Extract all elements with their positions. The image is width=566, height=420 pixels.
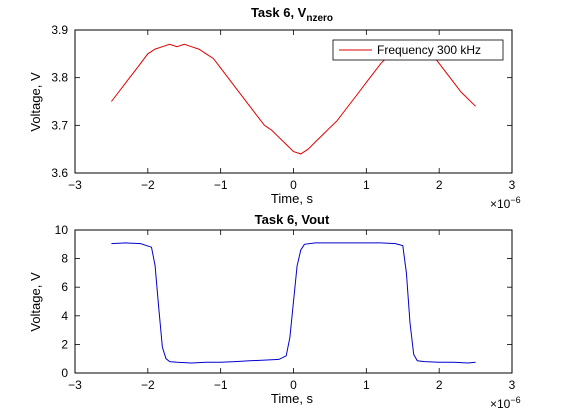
y-tick-label: 6 bbox=[61, 280, 68, 294]
y-tick-label: 3.6 bbox=[51, 166, 68, 180]
y-tick-label: 3.9 bbox=[51, 23, 68, 37]
plot-vout-title: Task 6, Vout bbox=[255, 212, 330, 227]
plot-vout-series-line bbox=[111, 242, 476, 364]
x-tick-label: −3 bbox=[68, 378, 82, 392]
x-tick-label: 3 bbox=[509, 178, 516, 192]
x-tick-label: 1 bbox=[363, 178, 370, 192]
x-tick-label: −1 bbox=[214, 178, 228, 192]
x-tick-label: 2 bbox=[436, 378, 443, 392]
plot-vout-x-multiplier: ×10−6 bbox=[490, 395, 521, 411]
plot-vnzero-ylabel: Voltage, V bbox=[28, 72, 43, 132]
x-tick-label: −2 bbox=[141, 378, 155, 392]
plot-vnzero-title: Task 6, Vnzero bbox=[251, 5, 333, 24]
y-tick-label: 8 bbox=[61, 252, 68, 266]
x-tick-label: 3 bbox=[509, 378, 516, 392]
y-tick-label: 0 bbox=[61, 366, 68, 380]
x-tick-label: 1 bbox=[363, 378, 370, 392]
y-tick-label: 3.8 bbox=[51, 71, 68, 85]
plot-vout: Task 6, Vout −3 −2 −1 0 1 2 3 0 2 4 6 8 10 Time, s V… bbox=[28, 212, 521, 411]
x-tick-label: −1 bbox=[214, 378, 228, 392]
legend-box bbox=[332, 39, 504, 61]
legend-label: Frequency 300 kHz bbox=[377, 43, 481, 57]
plot-vout-xlabel: Time, s bbox=[271, 391, 314, 406]
x-tick-label: −2 bbox=[141, 178, 155, 192]
y-tick-label: 3.7 bbox=[51, 118, 68, 132]
x-tick-label: 0 bbox=[290, 378, 297, 392]
x-tick-label: 2 bbox=[436, 178, 443, 192]
y-tick-label: 4 bbox=[61, 309, 68, 323]
plot-vnzero: Task 6, Vnzero −3 −2 −1 0 1 2 3 3.6 3.7 3.8 3.9 Fr… bbox=[28, 5, 521, 211]
plot-vnzero-x-multiplier: ×10−6 bbox=[490, 195, 521, 211]
y-tick-label: 10 bbox=[55, 223, 69, 237]
plot-vnzero-ticks: −3 −2 −1 0 1 2 3 3.6 3.7 3.8 3.9 bbox=[51, 23, 515, 192]
plot-vnzero-legend: Frequency 300 kHz bbox=[332, 39, 504, 61]
plot-vout-ylabel: Voltage, V bbox=[28, 272, 43, 332]
plot-vout-ticks: −3 −2 −1 0 1 2 3 0 2 4 6 8 10 bbox=[55, 223, 516, 392]
plot-vnzero-xlabel: Time, s bbox=[271, 191, 314, 206]
x-tick-label: −3 bbox=[68, 178, 82, 192]
y-tick-label: 2 bbox=[61, 337, 68, 351]
x-tick-label: 0 bbox=[290, 178, 297, 192]
